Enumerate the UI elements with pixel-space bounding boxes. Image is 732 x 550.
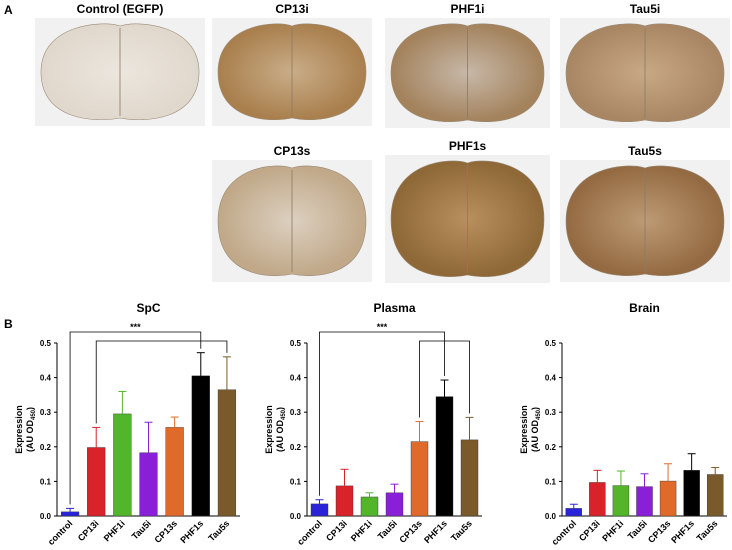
y-label-end: ) xyxy=(25,407,35,410)
y-label-line: (AU OD xyxy=(530,420,540,452)
x-tick-label: control xyxy=(295,518,324,547)
bar xyxy=(589,482,606,517)
x-tick-label: CP13i xyxy=(76,518,101,543)
chart-title: Brain xyxy=(629,301,660,315)
x-tick-label: PHF1i xyxy=(600,518,625,543)
bar xyxy=(217,389,237,517)
y-label-sub: 450 xyxy=(31,409,37,420)
y-tick-label: 0.4 xyxy=(290,374,302,383)
image-title: CP13s xyxy=(274,144,311,158)
y-tick-label: 0.1 xyxy=(40,477,52,486)
x-tick-label: PHF1s xyxy=(178,518,205,545)
significance-bracket xyxy=(419,340,470,418)
y-tick-label: 0.2 xyxy=(290,443,302,452)
x-tick-label: Tau5s xyxy=(449,518,474,543)
x-tick-label: Tau5s xyxy=(206,518,231,543)
panel-label: A xyxy=(4,3,13,17)
y-axis-label: Expression(AU OD450) xyxy=(264,405,287,454)
y-tick-label: 0.5 xyxy=(545,339,557,348)
chart-title: SpC xyxy=(137,301,161,315)
image-title: PHF1i xyxy=(450,2,484,16)
x-tick-label: Tau5i xyxy=(376,518,399,541)
bar xyxy=(191,375,210,517)
y-tick-label: 0.4 xyxy=(545,374,557,383)
y-tick-label: 0.0 xyxy=(290,512,302,521)
image-title: Control (EGFP) xyxy=(77,2,164,16)
y-tick-label: 0.1 xyxy=(545,477,557,486)
significance-bracket xyxy=(95,340,228,424)
x-tick-label: CP13i xyxy=(577,518,602,543)
y-tick-label: 0.3 xyxy=(545,408,557,417)
bar xyxy=(659,480,677,517)
x-tick-label: CP13i xyxy=(324,518,349,543)
y-tick-label: 0.4 xyxy=(40,374,52,383)
x-tick-label: CP13s xyxy=(646,518,673,545)
significance-bracket xyxy=(69,331,202,505)
bar xyxy=(310,503,329,517)
panel-label: B xyxy=(4,317,13,331)
bar xyxy=(139,452,158,517)
bar xyxy=(360,496,379,517)
y-label-end: ) xyxy=(530,407,540,410)
bar xyxy=(385,492,404,517)
y-tick-label: 0.5 xyxy=(40,339,52,348)
y-tick-label: 0.3 xyxy=(290,408,302,417)
x-tick-label: PHF1i xyxy=(102,518,127,543)
y-tick-label: 0.2 xyxy=(545,443,557,452)
x-tick-label: PHF1i xyxy=(349,518,374,543)
bar xyxy=(87,447,106,517)
y-axis-label: Expression(AU OD450) xyxy=(519,405,542,454)
significance-bracket xyxy=(319,331,445,496)
y-label-line: Expression xyxy=(264,405,274,454)
y-label-sub: 450 xyxy=(281,409,287,420)
y-label-end: ) xyxy=(275,407,285,410)
chart-title: Plasma xyxy=(373,301,415,315)
bar xyxy=(410,441,429,517)
bar xyxy=(636,486,653,517)
y-axis-label: Expression(AU OD450) xyxy=(14,405,37,454)
x-tick-label: control xyxy=(46,518,75,547)
x-tick-label: PHF1s xyxy=(669,518,696,545)
bar xyxy=(165,427,184,517)
significance-label: *** xyxy=(377,322,388,332)
bar xyxy=(565,508,582,517)
y-label-line: Expression xyxy=(519,405,529,454)
bar xyxy=(707,474,724,517)
y-tick-label: 0.2 xyxy=(40,443,52,452)
image-title: Tau5i xyxy=(630,2,660,16)
x-tick-label: CP13s xyxy=(397,518,424,545)
y-tick-label: 0.1 xyxy=(290,477,302,486)
bar xyxy=(113,413,132,517)
bar xyxy=(60,511,80,517)
x-tick-label: Tau5s xyxy=(695,518,720,543)
bar xyxy=(683,470,700,517)
x-tick-label: Tau5i xyxy=(130,518,153,541)
y-label-line: (AU OD xyxy=(25,420,35,452)
x-tick-label: PHF1s xyxy=(422,518,449,545)
bar xyxy=(460,439,479,517)
y-label-line: (AU OD xyxy=(275,420,285,452)
y-tick-label: 0.0 xyxy=(40,512,52,521)
x-tick-label: CP13s xyxy=(153,518,180,545)
image-title: PHF1s xyxy=(449,139,487,153)
bar xyxy=(612,485,630,517)
x-tick-label: control xyxy=(550,518,579,547)
y-tick-label: 0.0 xyxy=(545,512,557,521)
y-label-line: Expression xyxy=(14,405,24,454)
significance-label: *** xyxy=(130,322,141,332)
bar xyxy=(335,485,354,517)
y-tick-label: 0.3 xyxy=(40,408,52,417)
y-label-sub: 450 xyxy=(536,409,542,420)
bar xyxy=(435,396,454,517)
y-tick-label: 0.5 xyxy=(290,339,302,348)
image-title: Tau5s xyxy=(628,144,662,158)
image-title: CP13i xyxy=(275,2,308,16)
